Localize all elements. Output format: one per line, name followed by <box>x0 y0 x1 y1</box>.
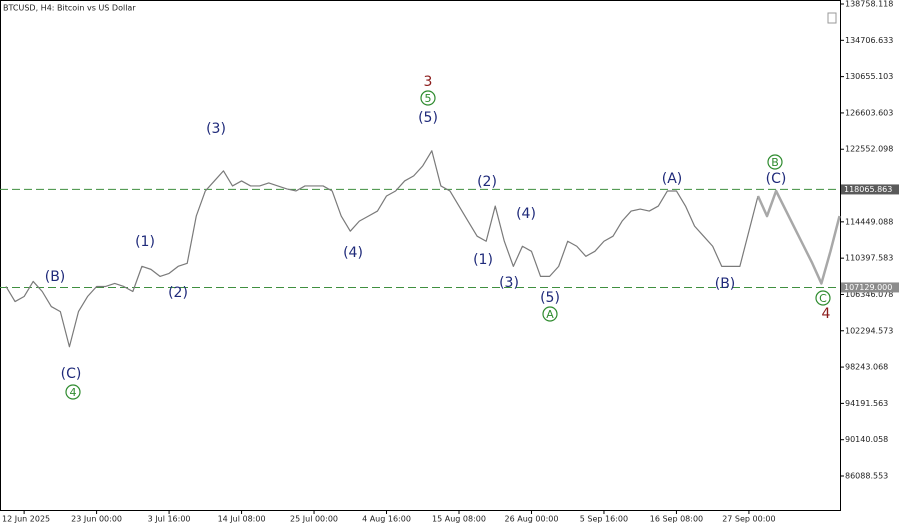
y-tick-label: 102294.573 <box>845 326 893 335</box>
wave-label: (4) <box>516 206 536 222</box>
y-tick-label: 114449.088 <box>845 217 893 226</box>
menu-icon[interactable] <box>827 12 837 24</box>
level-label: 118065.863 <box>844 185 892 194</box>
x-tick-label: 3 Jul 16:00 <box>148 515 191 524</box>
wave-circle <box>542 306 558 322</box>
y-tick-label: 138758.118 <box>845 0 893 8</box>
wave-label: (A) <box>662 171 683 187</box>
chart-title: BTCUSD, H4: Bitcoin vs US Dollar <box>3 4 136 13</box>
price-line <box>756 189 841 285</box>
y-tick-label: 90140.058 <box>845 435 888 444</box>
x-tick-label: 23 Jun 00:00 <box>71 515 122 524</box>
y-tick-label: 86088.553 <box>845 472 888 481</box>
level-label-bg <box>841 282 899 293</box>
x-tick-label: 14 Jul 08:00 <box>218 515 266 524</box>
price-line <box>5 150 759 348</box>
wave-circle <box>815 290 831 306</box>
wave-label: (2) <box>168 285 188 301</box>
wave-label: 5 <box>425 92 432 105</box>
wave-label: 4 <box>822 306 831 322</box>
plot-frame <box>0 0 841 511</box>
wave-label: (4) <box>343 245 363 261</box>
y-tick-label: 98243.068 <box>845 363 888 372</box>
x-tick-label: 12 Jun 2025 <box>2 515 50 524</box>
y-tick-label: 130655.103 <box>845 72 893 81</box>
wave-label: 3 <box>424 74 433 90</box>
wave-label: (3) <box>206 121 226 137</box>
y-tick-label: 94191.563 <box>845 399 888 408</box>
x-tick-label: 15 Aug 08:00 <box>432 515 486 524</box>
wave-label: (B) <box>715 276 736 292</box>
y-tick-label: 126603.603 <box>845 108 893 117</box>
wave-label: (5) <box>418 110 438 126</box>
x-tick-label: 16 Sep 08:00 <box>650 515 703 524</box>
wave-label: A <box>546 308 554 321</box>
x-tick-label: 25 Jul 00:00 <box>290 515 338 524</box>
wave-label: (3) <box>499 275 519 291</box>
level-label: 107129.000 <box>844 283 892 292</box>
wave-label: (C) <box>61 366 82 382</box>
y-tick-label: 106346.078 <box>845 290 893 299</box>
x-tick-label: 5 Sep 16:00 <box>580 515 628 524</box>
y-tick-label: 134706.633 <box>845 36 893 45</box>
wave-label: (C) <box>766 171 787 187</box>
wave-label: B <box>771 156 779 169</box>
wave-label: C <box>819 292 827 305</box>
wave-label: 4 <box>70 386 77 399</box>
wave-label: (1) <box>473 252 493 268</box>
y-tick-label: 122552.098 <box>845 145 893 154</box>
x-tick-label: 26 Aug 00:00 <box>505 515 559 524</box>
x-tick-label: 27 Sep 00:00 <box>722 515 775 524</box>
wave-circle <box>767 154 783 170</box>
level-label-bg <box>841 184 899 195</box>
wave-label: (1) <box>135 234 155 250</box>
wave-label: (2) <box>477 174 497 190</box>
wave-circle <box>65 384 81 400</box>
wave-label: (B) <box>45 269 66 285</box>
wave-label: (5) <box>540 290 560 306</box>
x-tick-label: 4 Aug 16:00 <box>362 515 411 524</box>
wave-circle <box>420 90 436 106</box>
y-tick-label: 110397.583 <box>845 254 893 263</box>
